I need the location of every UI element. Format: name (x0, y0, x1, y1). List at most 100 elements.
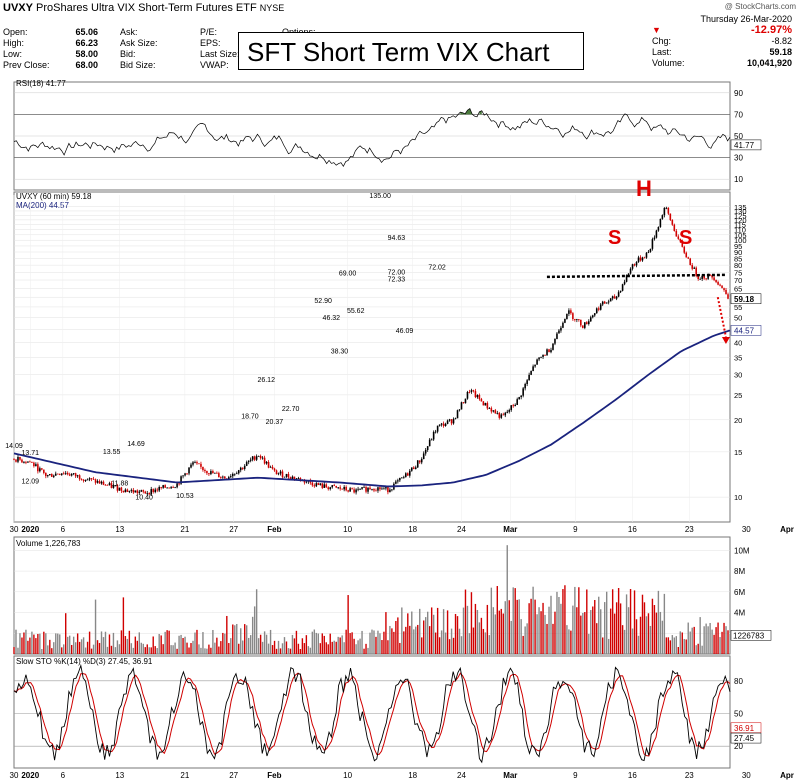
volume-bar (369, 632, 371, 654)
price-tick-label: 135 (734, 203, 747, 212)
price-candle (152, 489, 155, 493)
volume-bar (496, 586, 498, 654)
price-candle (647, 251, 650, 253)
chg-label: Chg: (652, 36, 672, 46)
price-candle (62, 473, 65, 475)
price-candle (524, 383, 526, 389)
price-last-box (730, 293, 762, 305)
overlay-title: SFT Short Term VIX Chart (238, 32, 584, 70)
price-candle (235, 473, 238, 475)
price-candle (434, 431, 437, 433)
volume-bar (403, 631, 405, 654)
volume-bar (355, 644, 357, 654)
price-candle (315, 483, 318, 487)
volume-bar (562, 589, 564, 654)
volume-bar (17, 647, 19, 654)
price-candle (369, 487, 371, 490)
chg-value: -8.82 (771, 36, 792, 46)
price-candle (603, 301, 606, 304)
volume-bar (251, 616, 254, 654)
price-candle (361, 487, 363, 489)
volume-bar (464, 589, 467, 654)
volume-bar (546, 623, 548, 654)
volume-bar (267, 643, 270, 654)
volume-bar (578, 587, 580, 654)
price-candle (607, 301, 610, 303)
price-candle (132, 489, 135, 493)
price-candle (212, 471, 214, 474)
volume-bar (520, 619, 522, 654)
price-candle (699, 278, 701, 280)
price-candle (343, 487, 345, 490)
price-candle (64, 472, 67, 474)
volume-bar (35, 638, 37, 654)
volume-bar (289, 648, 292, 654)
price-candle (200, 463, 202, 467)
volume-bar (76, 633, 79, 654)
volume-bar (649, 625, 652, 654)
price-candle (196, 462, 198, 464)
volume-bar (695, 645, 697, 654)
volume-bar (576, 607, 578, 654)
volume-bar (158, 633, 160, 654)
price-candle (148, 492, 151, 495)
volume-bar (283, 637, 286, 654)
volume-bar (421, 637, 423, 654)
last-size-label: Last Size: (200, 49, 240, 59)
volume-bar (450, 628, 453, 654)
ask-bid-block: Ask: Ask Size: Bid: Bid Size: (120, 27, 190, 71)
price-candle (401, 477, 403, 479)
volume-bar (347, 595, 349, 654)
price-candle (184, 473, 186, 476)
volume-bar (142, 643, 144, 654)
price-candle (222, 476, 224, 478)
volume-bar (605, 591, 608, 654)
bid-label: Bid: (120, 49, 136, 59)
volume-bar (482, 628, 485, 654)
x-tick-label-bottom: Feb (267, 771, 281, 780)
volume-bar (619, 603, 622, 654)
volume-bar (226, 615, 228, 654)
volume-bar (383, 631, 385, 654)
x-tick-label-bottom: 9 (573, 771, 578, 780)
price-candle (572, 313, 574, 320)
price-candle (98, 481, 101, 484)
price-candle (134, 490, 137, 493)
price-candle (182, 475, 184, 477)
price-candle (13, 458, 15, 460)
price-candle (367, 487, 369, 492)
volume-bar (609, 608, 612, 654)
volume-bar (709, 622, 711, 654)
shoulder-right-label: S (679, 227, 692, 249)
volume-bar (556, 591, 558, 654)
price-tick-label: 30 (734, 371, 742, 380)
price-candle (210, 471, 212, 475)
price-candle (719, 284, 721, 286)
price-candle (407, 473, 409, 476)
price-candle (104, 484, 107, 486)
price-candle (649, 248, 652, 252)
price-candle (412, 467, 415, 469)
price-tick-label: 40 (734, 338, 742, 347)
volume-bar (178, 635, 180, 654)
price-tick-label: 10 (734, 493, 742, 502)
price-candle (100, 481, 103, 484)
volume-bar (230, 638, 232, 654)
x-tick-label: 24 (457, 525, 466, 534)
volume-bar (442, 609, 445, 654)
volume-bar (438, 637, 441, 654)
volume-bar (106, 646, 109, 654)
volume-bar (148, 647, 150, 654)
volume-bar (379, 633, 381, 654)
price-candle (661, 215, 664, 219)
price-annotation: 13.55 (103, 449, 121, 456)
volume-bar (247, 637, 250, 654)
price-candle (635, 262, 638, 266)
price-candle (285, 473, 288, 477)
price-tick-label: 25 (734, 391, 742, 400)
price-candle (405, 473, 407, 477)
sto-tick-label: 50 (734, 710, 743, 719)
volume-bar (327, 644, 329, 654)
volume-tick-label: 6M (734, 588, 745, 597)
